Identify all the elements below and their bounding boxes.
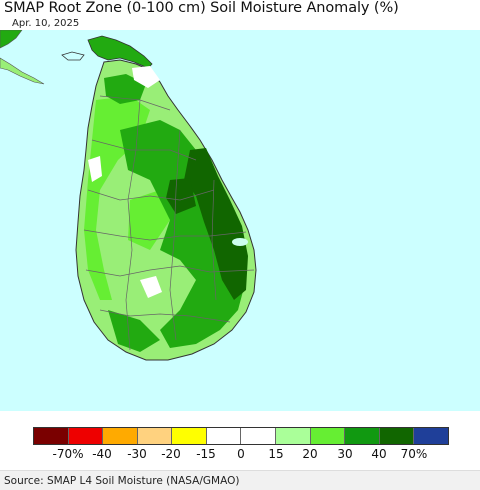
legend-label: -20: [161, 447, 181, 461]
anomaly-map: [0, 30, 480, 411]
source-credit: Source: SMAP L4 Soil Moisture (NASA/GMAO…: [0, 470, 480, 490]
legend-swatch: [137, 428, 173, 444]
patch-white-north: [132, 66, 160, 88]
legend-label: 30: [337, 447, 353, 461]
legend-label: 40: [371, 447, 387, 461]
legend-swatch: [68, 428, 104, 444]
zone-bright-green-2: [128, 190, 170, 250]
legend-label: 15: [268, 447, 284, 461]
india-coast-lower: [0, 57, 45, 85]
map-date: Apr. 10, 2025: [12, 18, 80, 29]
zone-bright-green: [84, 96, 150, 300]
zone-green: [120, 120, 246, 348]
patch-light-east: [232, 238, 248, 246]
legend-colorbar: [33, 427, 449, 445]
patch-white-west: [88, 156, 102, 182]
legend-label: 0: [237, 447, 245, 461]
legend-swatch: [241, 428, 277, 444]
northern-islands: [61, 51, 85, 61]
legend-label: 70%: [400, 447, 428, 461]
legend-labels: -70% -40 -30 -20 -15 0 15 20 30 40 70%: [0, 447, 480, 463]
legend-swatch: [276, 428, 311, 444]
legend-swatch: [103, 428, 138, 444]
legend-swatch: [206, 428, 242, 444]
legend-label: 20: [302, 447, 318, 461]
zone-green-south: [108, 310, 160, 352]
patch-white-central: [140, 276, 162, 298]
legend-label: -15: [196, 447, 216, 461]
zone-green-north: [104, 74, 146, 104]
zone-dark-green-2: [166, 178, 196, 214]
legend-swatch: [34, 428, 69, 444]
map-title: SMAP Root Zone (0-100 cm) Soil Moisture …: [4, 0, 399, 16]
zone-dark-green: [184, 148, 248, 300]
legend-label: -70%: [52, 447, 84, 461]
legend-label: -30: [127, 447, 147, 461]
legend-swatch: [172, 428, 207, 444]
legend-label: -40: [92, 447, 112, 461]
legend-swatch: [310, 428, 346, 444]
district-boundaries: [83, 95, 255, 351]
legend-swatch: [345, 428, 380, 444]
legend-swatch: [379, 428, 415, 444]
legend-swatch: [414, 428, 448, 444]
india-coast: [0, 30, 23, 49]
